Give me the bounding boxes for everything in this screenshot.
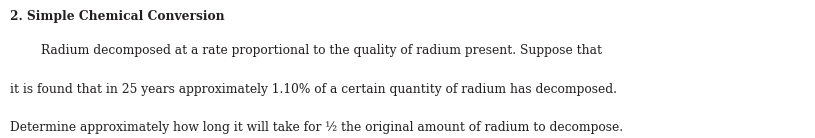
Text: Radium decomposed at a rate proportional to the quality of radium present. Suppo: Radium decomposed at a rate proportional…	[10, 44, 601, 57]
Text: 2. Simple Chemical Conversion: 2. Simple Chemical Conversion	[10, 10, 224, 23]
Text: Determine approximately how long it will take for ½ the original amount of radiu: Determine approximately how long it will…	[10, 121, 623, 134]
Text: it is found that in 25 years approximately 1.10% of a certain quantity of radium: it is found that in 25 years approximate…	[10, 83, 617, 96]
